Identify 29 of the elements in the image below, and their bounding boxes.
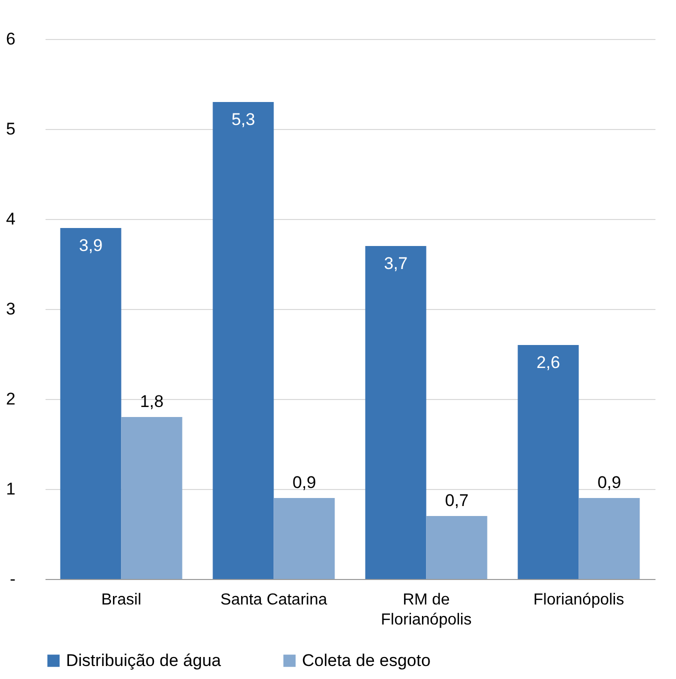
data-label: 0,7	[444, 491, 469, 510]
bar	[60, 228, 122, 579]
data-label: 5,3	[231, 110, 256, 129]
y-tick-label: 1	[6, 480, 16, 498]
bar	[518, 345, 579, 579]
x-tick-label: RM de Florianópolis	[380, 592, 472, 628]
x-tick-label: Florianópolis	[533, 592, 624, 608]
data-label: 1,8	[140, 392, 164, 411]
x-tick-label: Brasil	[101, 592, 142, 608]
data-label: 0,9	[292, 473, 316, 492]
legend-label: Distribuição de água	[66, 650, 222, 670]
y-tick-label: 4	[6, 210, 16, 228]
y-tick-label: -	[10, 570, 16, 588]
x-tick-label: Santa Catarina	[220, 592, 328, 608]
data-label: 0,9	[597, 473, 622, 492]
data-label: 3,7	[384, 254, 408, 273]
y-tick-label: 6	[6, 30, 16, 48]
bar	[365, 246, 426, 579]
bar	[426, 516, 488, 579]
bar	[578, 498, 640, 579]
data-label: 2,6	[536, 353, 560, 372]
bar	[212, 102, 274, 579]
legend-label: Coleta de esgoto	[302, 650, 431, 670]
y-tick-label: 3	[6, 300, 16, 318]
bar	[121, 417, 182, 579]
data-label: 3,9	[78, 236, 103, 255]
y-tick-label: 5	[6, 120, 16, 138]
y-tick-label: 2	[6, 390, 16, 408]
bar	[274, 498, 335, 579]
